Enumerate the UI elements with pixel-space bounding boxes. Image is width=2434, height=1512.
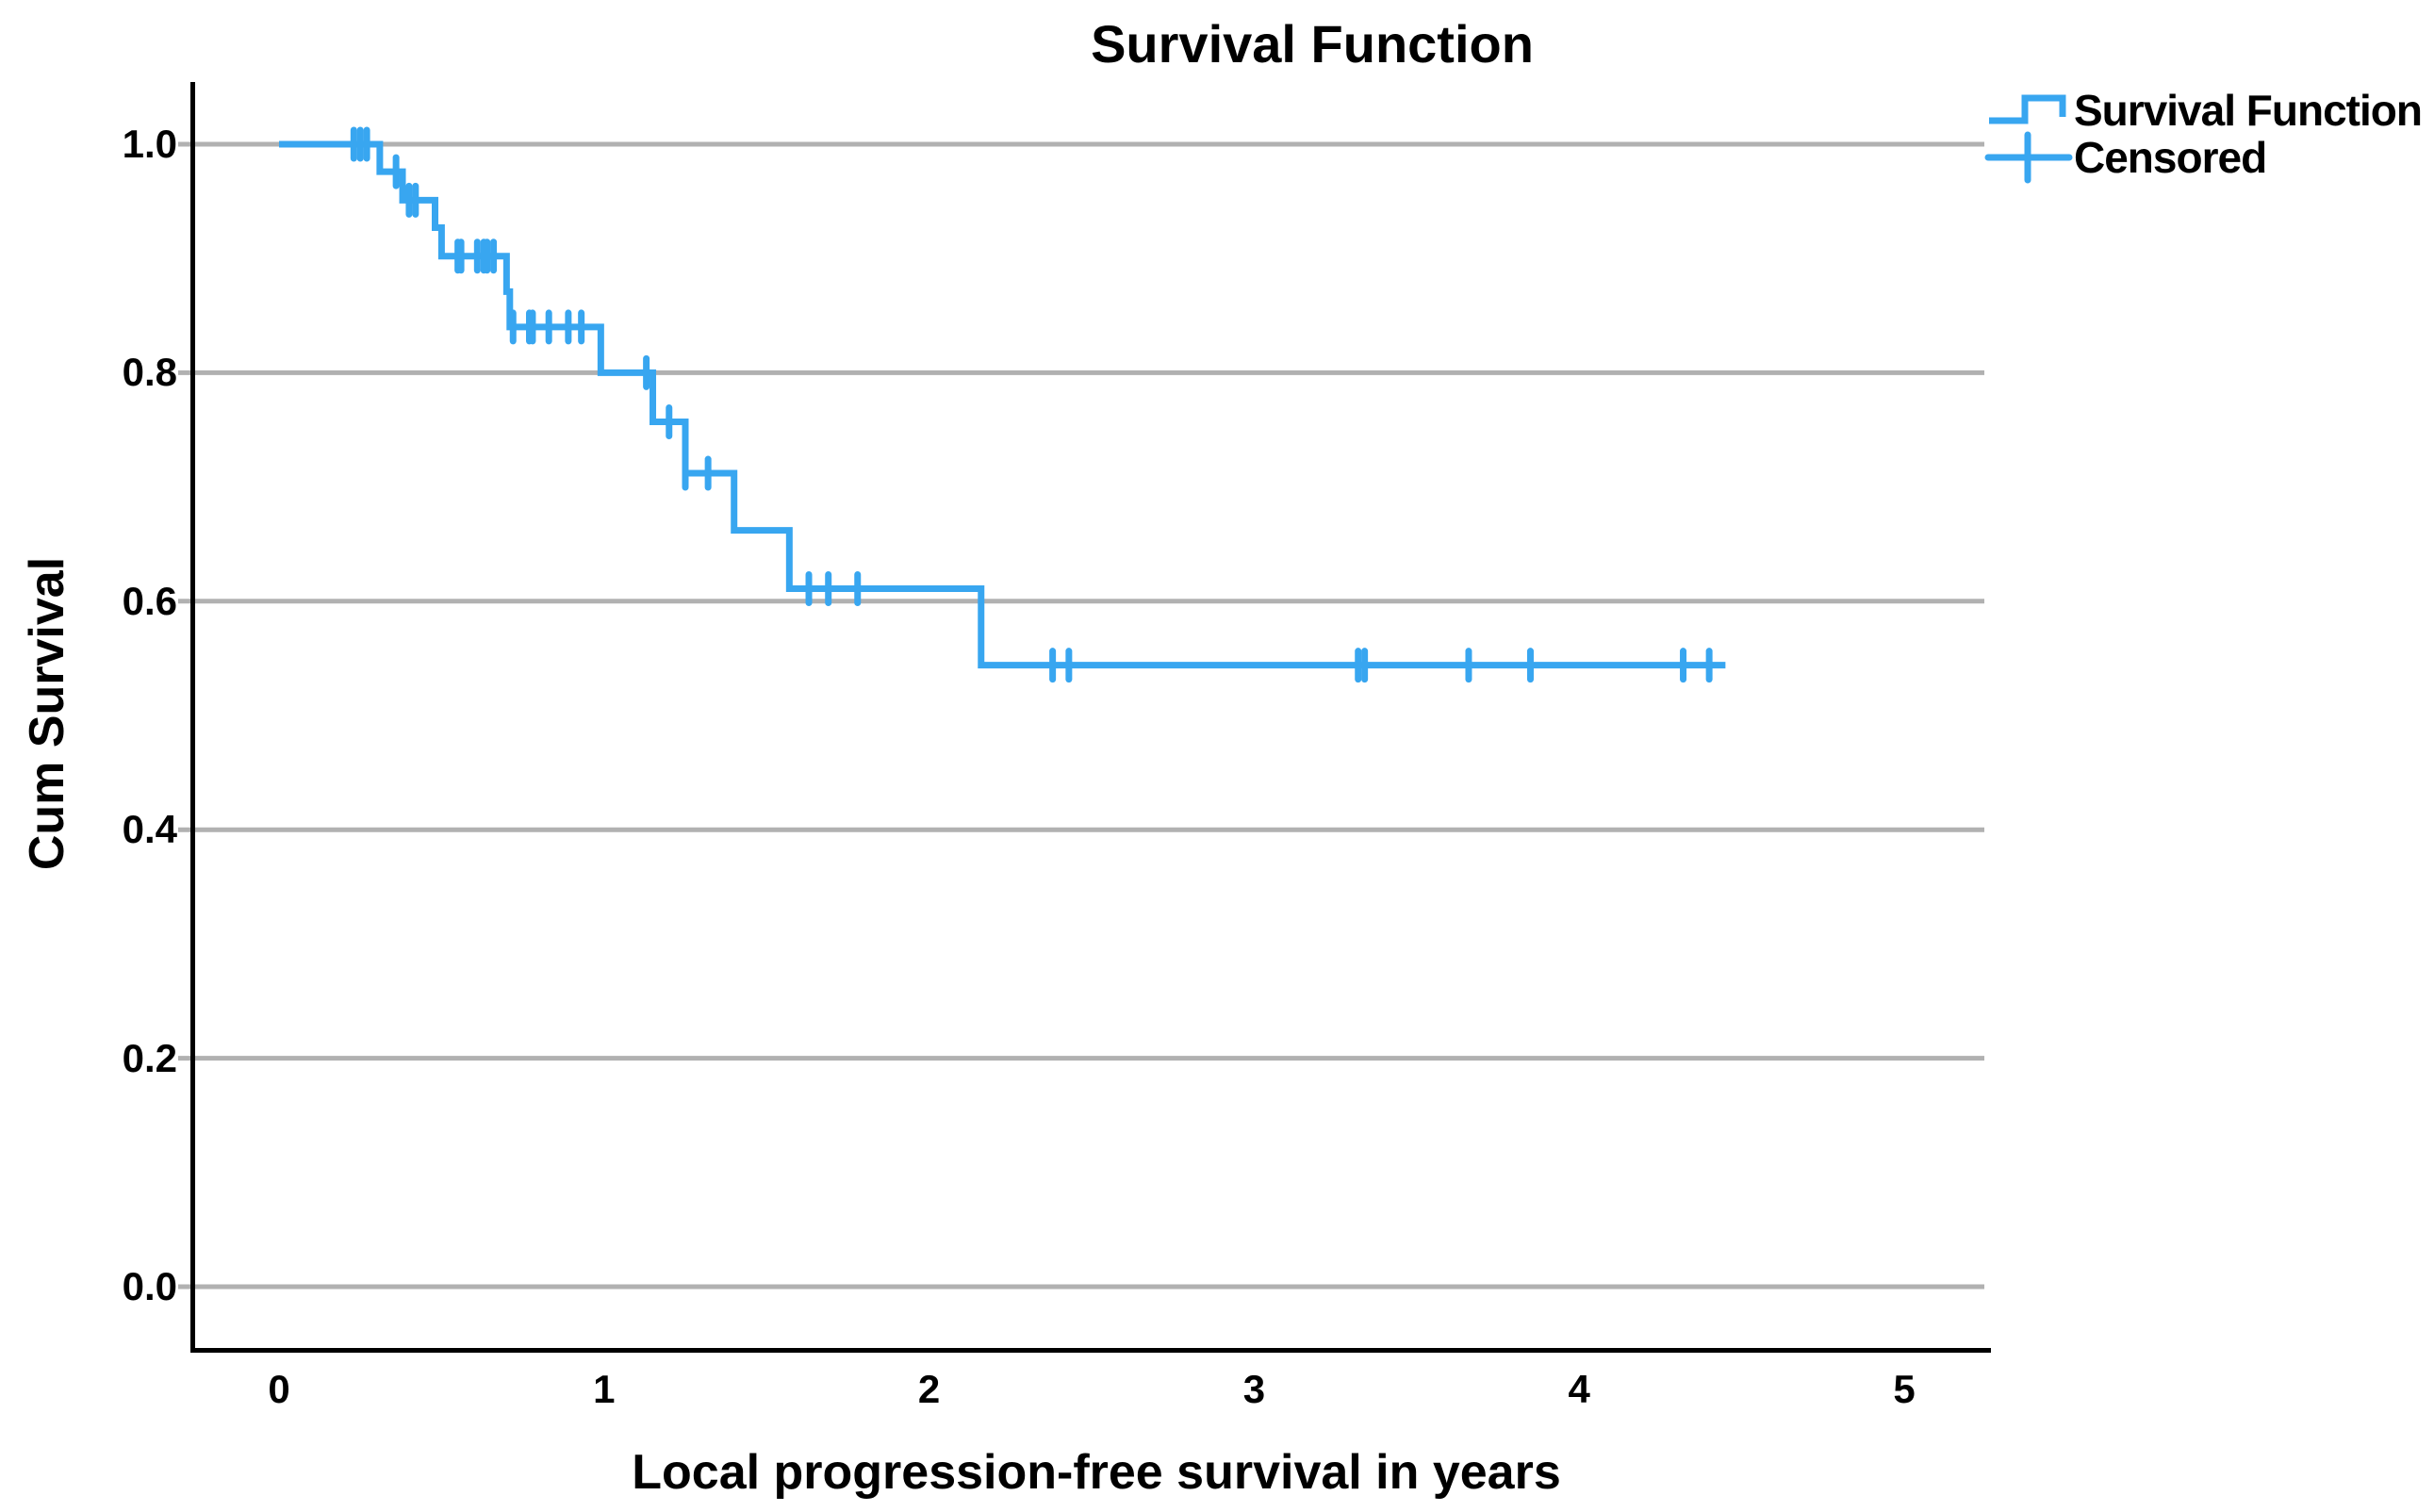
x-tick-label: 0 — [268, 1367, 290, 1411]
y-tick-label: 0.8 — [122, 350, 177, 395]
x-axis-title: Local progression-free survival in years — [632, 1445, 1561, 1500]
legend-step-line-icon — [1989, 94, 2066, 124]
x-tick-label: 3 — [1242, 1367, 1266, 1411]
legend-plus-icon — [1984, 131, 2073, 184]
y-tick-label: 0.4 — [122, 807, 177, 852]
x-tick-label: 5 — [1893, 1367, 1916, 1411]
x-tick-label: 4 — [1568, 1367, 1590, 1411]
y-axis-title: Cum Survival — [20, 556, 74, 871]
legend-item-survival-function: Survival Function — [2074, 86, 2423, 135]
survival-curve — [279, 140, 1726, 669]
y-tick-label: 0.6 — [122, 578, 177, 623]
y-tick-label: 0.0 — [122, 1264, 177, 1308]
y-tick-label: 0.2 — [122, 1035, 177, 1080]
x-tick-label: 2 — [917, 1367, 941, 1411]
chart-title: Survival Function — [1091, 14, 1534, 74]
legend-item-censored: Censored — [2074, 133, 2267, 182]
x-tick-label: 1 — [593, 1367, 616, 1411]
y-tick-label: 1.0 — [122, 122, 177, 166]
